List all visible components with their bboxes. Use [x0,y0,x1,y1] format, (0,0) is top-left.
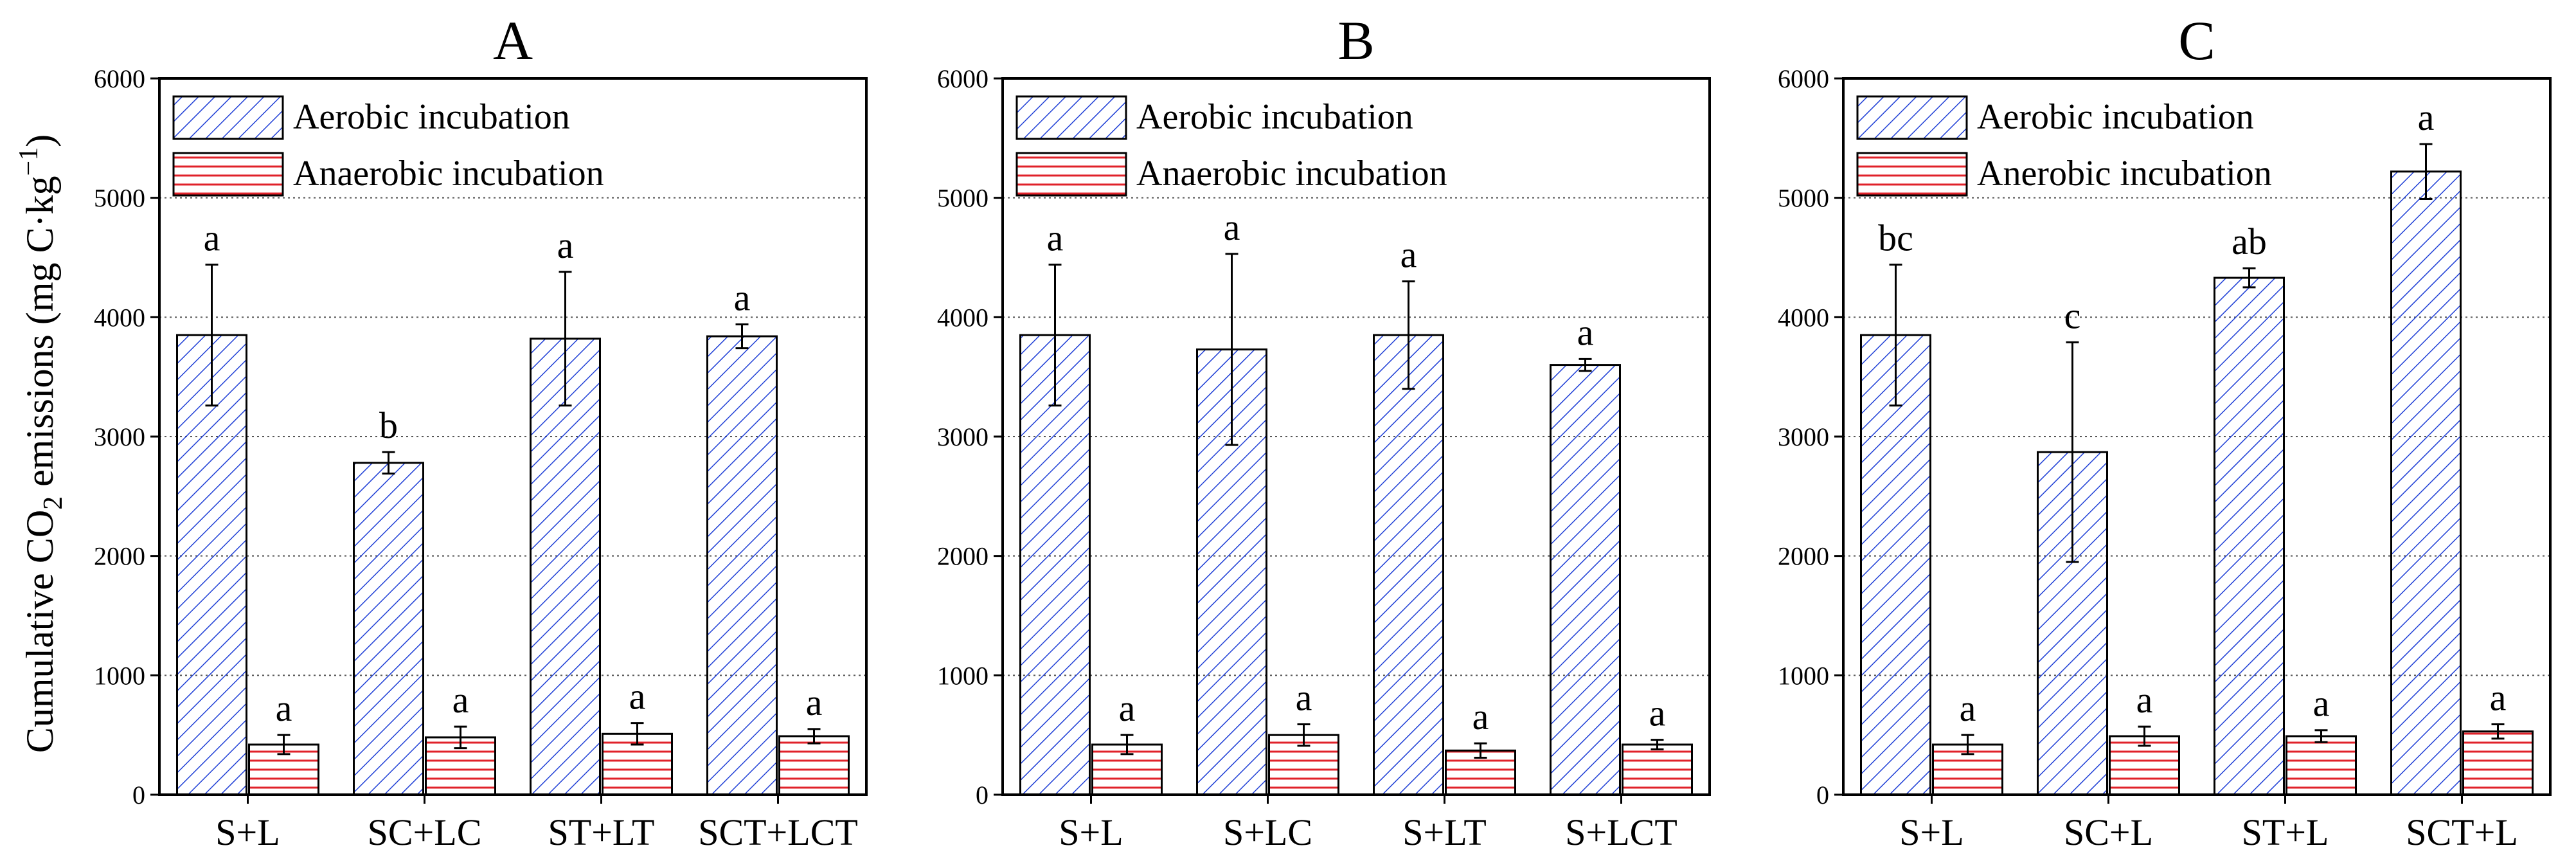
y-tick-label: 2000 [94,542,145,571]
significance-letter: a [1400,234,1417,276]
y-tick-label: 3000 [937,422,988,451]
y-tick-label: 1000 [937,661,988,690]
significance-letter: a [2313,683,2330,725]
bar-anaerobic [1622,743,1693,796]
x-tick-label: S+LCT [1565,811,1677,853]
x-tick-label: S+L [1059,811,1123,853]
significance-letter: a [734,276,751,318]
bar-anaerobic [2285,735,2357,796]
bar-anaerobic [778,735,850,796]
legend-swatch-aerobic [1856,95,1968,140]
bar-aerobic [706,335,778,796]
panel-a: A 0 1000 2000 3000 4000 5000 6000 a a S+L b a SC+LC a a… [94,10,868,853]
y-tick-label: 0 [976,781,988,809]
significance-letter: bc [1878,217,1913,259]
y-tick-label: 6000 [1778,64,1829,93]
legend-swatch-anaerobic [1015,152,1127,197]
significance-letter: a [806,682,823,723]
x-tick-label: ST+L [2242,811,2329,853]
y-tick-label: 0 [132,781,145,809]
significance-letter: a [629,676,646,718]
legend: Aerobic incubation Anaerobic incubation [1015,95,1447,197]
y-tick-label: 0 [1816,781,1829,809]
significance-letter: b [379,404,398,446]
bar-aerobic [530,338,601,796]
significance-letter: ab [2232,221,2267,262]
y-tick-label: 2000 [937,542,988,571]
x-tick-label: SC+LC [368,811,482,853]
plot-frame [158,77,868,796]
significance-letter: a [1047,217,1064,259]
significance-letter: a [2136,679,2153,721]
significance-letter: a [1296,676,1312,718]
significance-letter: a [2490,676,2507,718]
x-tick-label: S+L [1899,811,1963,853]
legend-label-aerobic: Aerobic incubation [1977,97,2254,137]
chart-panels: A0100020003000400050006000aaS+LbaSC+LCaa… [94,10,2552,853]
bar-aerobic [1373,334,1444,796]
significance-letter: a [452,679,469,721]
bar-aerobic [1550,364,1621,796]
plot-frame [1842,77,2552,796]
y-tick-label: 1000 [1778,661,1829,690]
panel-b: B 0 1000 2000 3000 4000 5000 6000 a a S+L a a S+LC a a S… [937,10,1711,853]
legend-label-aerobic: Aerobic incubation [1136,97,1413,137]
x-tick-label: S+LC [1223,811,1312,853]
legend-label-anaerobic: Anaerobic incubation [293,154,604,194]
x-tick-label: S+LT [1402,811,1487,853]
x-tick-label: S+L [215,811,280,853]
y-tick-label: 3000 [94,422,145,451]
y-tick-label: 3000 [1778,422,1829,451]
legend-swatch-anaerobic [1856,152,1968,197]
legend-label-anaerobic: Anaerobic incubation [1136,154,1447,194]
bar-aerobic [2214,276,2285,796]
x-tick-label: SCT+LCT [698,811,858,853]
significance-letter: a [1472,696,1489,737]
y-tick-label: 1000 [94,661,145,690]
y-tick-label: 4000 [937,303,988,332]
y-tick-label: 4000 [94,303,145,332]
y-tick-label: 6000 [94,64,145,93]
legend-swatch-aerobic [1015,95,1127,140]
significance-letter: a [1649,692,1666,734]
panel-c: C 0 1000 2000 3000 4000 5000 6000 bc a S+L c a SC+L ab… [1778,10,2552,853]
significance-letter: a [1224,206,1240,248]
bar-anaerobic [2462,730,2534,796]
significance-letter: a [2418,96,2435,138]
panel-title: C [2178,10,2215,71]
y-tick-label: 5000 [94,184,145,213]
y-tick-label: 2000 [1778,542,1829,571]
significance-letter: a [557,224,574,266]
panel-title: B [1337,10,1374,71]
legend-label-anaerobic: Anerobic incubation [1977,154,2272,194]
legend-label-aerobic: Aerobic incubation [293,97,570,137]
y-tick-label: 4000 [1778,303,1829,332]
y-tick-label: 5000 [1778,184,1829,213]
legend-swatch-anaerobic [172,152,284,197]
x-tick-label: SC+L [2064,811,2153,853]
x-tick-label: SCT+L [2406,811,2518,853]
y-axis-label: Cumulative CO2 emissions (mg C·kg−1) [14,134,68,753]
significance-letter: a [276,687,292,729]
bar-anaerobic [1932,743,2003,796]
significance-letter: c [2064,294,2081,336]
significance-letter: a [1577,311,1594,353]
bar-aerobic [2390,170,2462,796]
legend-swatch-aerobic [172,95,284,140]
bar-aerobic [353,462,424,796]
y-tick-label: 6000 [937,64,988,93]
legend: Aerobic incubation Anerobic incubation [1856,95,2272,197]
x-tick-label: ST+LT [548,811,655,853]
significance-letter: a [1119,687,1136,729]
y-tick-label: 5000 [937,184,988,213]
significance-letter: a [1960,687,1976,729]
significance-letter: a [204,217,220,259]
plot-frame [1001,77,1711,796]
legend: Aerobic incubation Anaerobic incubation [172,95,604,197]
panel-title: A [493,10,533,71]
